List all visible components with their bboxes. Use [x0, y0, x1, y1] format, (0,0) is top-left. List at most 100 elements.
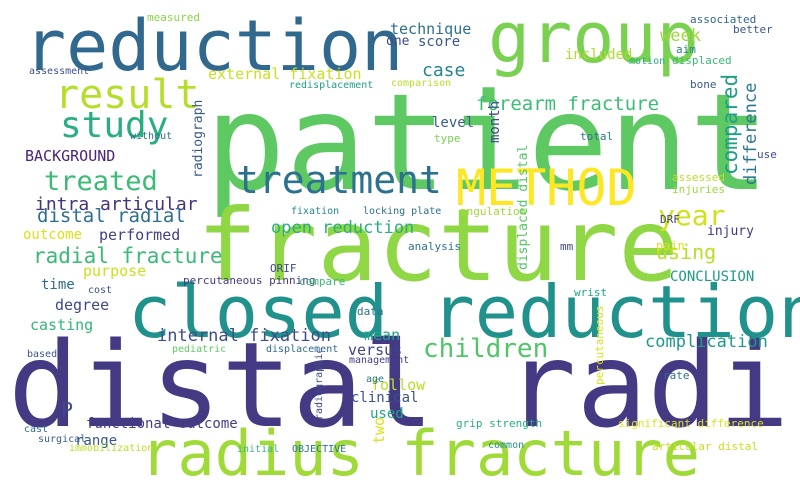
word-versus: versus — [348, 341, 403, 359]
word-pain: pain — [656, 239, 685, 253]
word-treatment: treatment — [236, 158, 442, 202]
word-distal-radius: distal radius — [8, 316, 800, 454]
word-two: two — [370, 416, 388, 444]
word-angulation: angulation — [460, 205, 527, 218]
word-intra-articular: intra articular — [35, 194, 198, 215]
word-injuries: injuries — [672, 183, 725, 196]
word-follow: follow — [371, 376, 426, 394]
word-using: using — [656, 240, 717, 264]
word-background: BACKGROUND — [25, 147, 116, 165]
word-assessment: assessment — [29, 66, 90, 77]
word-compare: compare — [299, 275, 346, 288]
word-grip-strength: grip strength — [456, 417, 543, 430]
word-children: children — [423, 334, 549, 364]
word-objective: OBJECTIVE — [292, 444, 347, 455]
word-radial-fracture: radial fracture — [33, 244, 223, 268]
word-wrist: wrist — [574, 286, 608, 299]
word-mean: mean — [364, 326, 401, 344]
word-use: use — [757, 148, 777, 161]
word-measured: measured — [147, 11, 200, 24]
word-aim: aim — [676, 43, 696, 56]
word-used: used — [370, 406, 404, 422]
word-cost: cost — [88, 285, 113, 296]
word-rate: rate — [663, 369, 690, 382]
word-articular-distal: articular distal — [652, 440, 758, 453]
word-reduction: reduction — [24, 5, 404, 87]
word-group: group — [488, 0, 699, 79]
word-bone: bone — [690, 78, 717, 91]
word-study: study — [60, 105, 169, 146]
word-month: month — [487, 100, 503, 143]
word-complication: complication — [645, 332, 768, 352]
word-internal-fixation: internal fixation — [157, 326, 331, 346]
word-fracture: fracture — [197, 187, 679, 304]
word-redisplacement: redisplacement — [289, 80, 374, 91]
word-compared: compared — [718, 73, 742, 175]
word-comparison: comparison — [391, 78, 452, 89]
word-better: better — [733, 23, 773, 36]
word-distal-radial: distal radial — [37, 205, 186, 227]
word-analysis: analysis — [408, 240, 461, 253]
word-purpose: purpose — [83, 262, 147, 280]
word-radius-fracture: radius fracture — [140, 417, 700, 490]
word-performed: performed — [99, 226, 181, 244]
word-year: year — [658, 199, 726, 232]
word-technique: technique — [390, 20, 472, 38]
word-motion: motion — [629, 56, 666, 67]
word-score: score — [418, 34, 461, 50]
word-assessed: assessed — [672, 171, 725, 184]
word-associated: associated — [690, 13, 757, 26]
word-drf: DRF — [660, 213, 680, 226]
word-difference: difference — [741, 82, 761, 185]
word-based: based — [27, 349, 58, 360]
word-significant-difference: significant difference — [618, 417, 764, 430]
word-radiographic: radiographic — [314, 347, 325, 420]
word-time: time — [41, 277, 75, 293]
word-data: data — [357, 305, 384, 318]
word-functional-outcome: functional outcome — [86, 416, 238, 432]
word-immobilization: immobilization — [69, 443, 154, 454]
word-common: common — [488, 440, 525, 451]
word-closed-reduction: closed reduction — [128, 270, 800, 354]
word-percutaneous-pinning: percutaneous pinning — [183, 274, 316, 287]
word-p: P — [61, 398, 74, 422]
word-percutaneous: percutaneous — [593, 305, 606, 385]
word-cast: cast — [24, 424, 49, 435]
word-one: one — [386, 34, 410, 49]
word-management: management — [349, 355, 410, 366]
word-surgical: surgical — [38, 434, 87, 445]
word-range: range — [75, 433, 118, 449]
word-without: without — [130, 131, 173, 142]
word-method: METHOD — [456, 159, 637, 217]
word-initial: initial — [237, 444, 280, 455]
word-type: type — [434, 132, 461, 145]
word-external-fixation: external fixation — [208, 65, 362, 83]
word-week: week — [660, 26, 701, 46]
word-fixation: fixation — [291, 206, 340, 217]
word-outcome: outcome — [23, 227, 83, 243]
word-patient: patient — [205, 65, 770, 221]
word-level: level — [432, 115, 475, 131]
word-conclusion: CONCLUSION — [670, 269, 755, 285]
word-displaced: displaced — [672, 54, 732, 67]
word-result: result — [55, 72, 200, 118]
word-locking-plate: locking plate — [363, 206, 442, 217]
word-injury: injury — [707, 224, 754, 239]
word-open-reduction: open reduction — [271, 218, 415, 238]
word-clinical: clinical — [351, 390, 419, 406]
word-treated: treated — [44, 166, 158, 197]
word-degree: degree — [55, 296, 110, 314]
word-displacement: displacement — [266, 344, 339, 355]
word-pediatric: pediatric — [172, 344, 227, 355]
word-forearm-fracture: forearm fracture — [476, 93, 660, 115]
word-orif: ORIF — [270, 262, 297, 275]
word-mm: mm — [560, 240, 574, 253]
word-casting: casting — [30, 316, 94, 334]
word-included: included — [565, 47, 633, 63]
word-displaced-distal: displaced distal — [516, 144, 531, 270]
word-radiograph: radiograph — [191, 99, 206, 178]
word-total: total — [580, 130, 614, 143]
word-case: case — [422, 60, 466, 81]
word-age: age — [366, 374, 385, 385]
